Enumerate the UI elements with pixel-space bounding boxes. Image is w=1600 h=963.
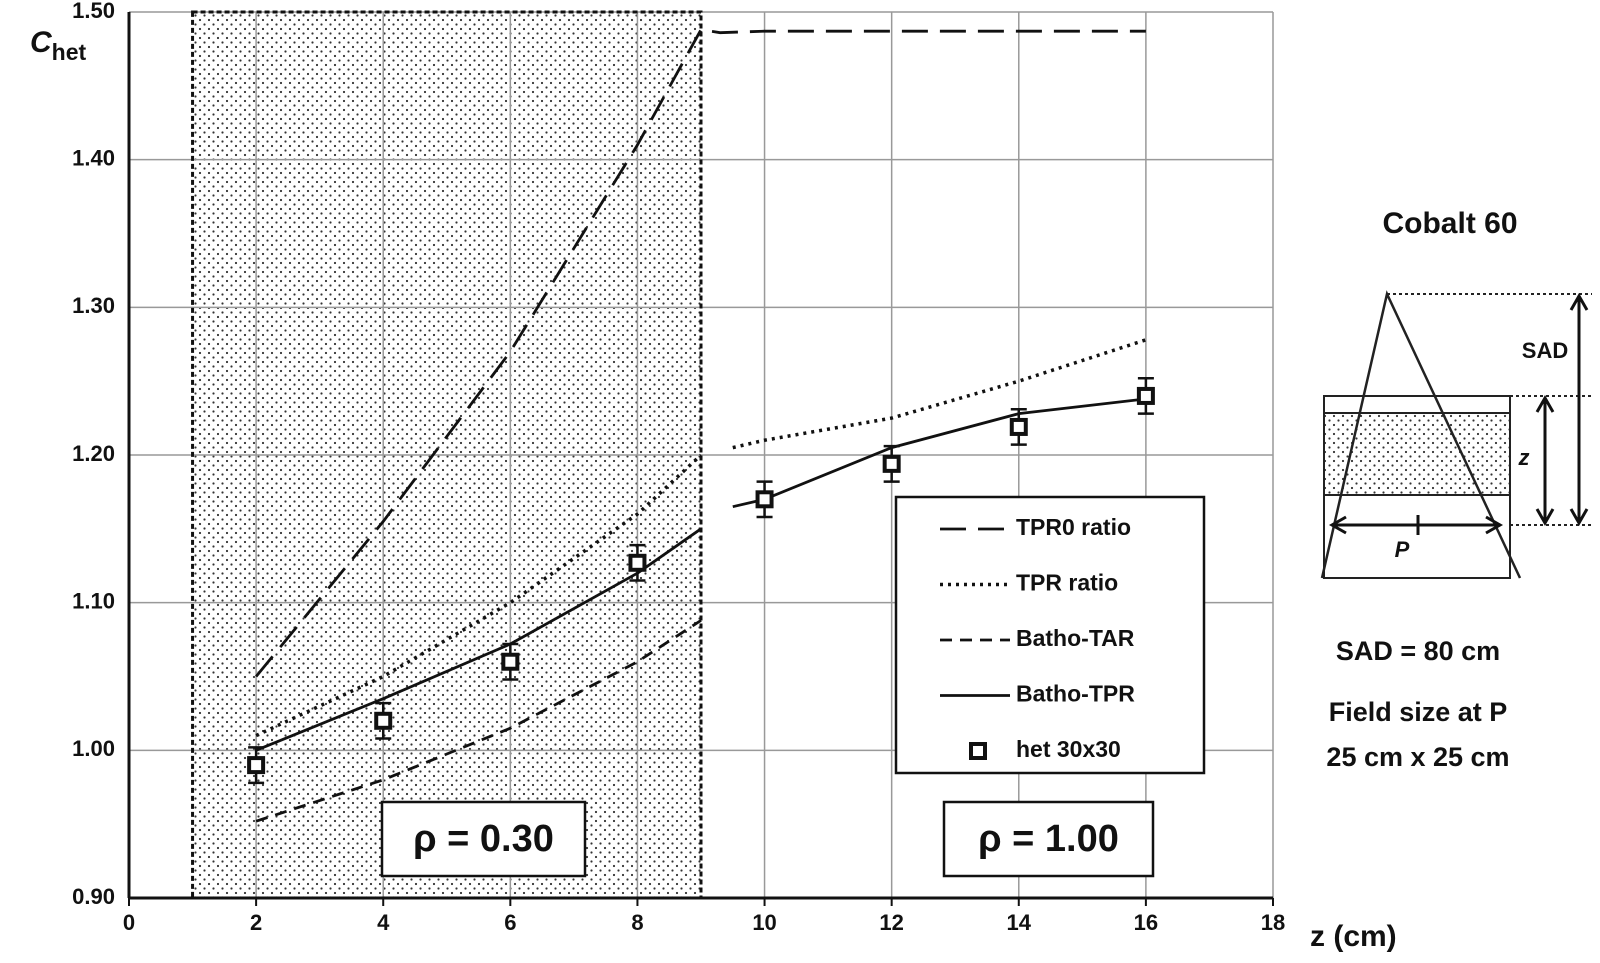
marker [628,553,647,572]
panel-text: 25 cm x 25 cm [1326,742,1509,772]
legend: TPR0 ratio TPR ratio Batho-TAR Batho-TPR het… [894,495,1206,775]
line [255,619,702,823]
marker [969,742,987,760]
diagram-label: z [1518,445,1530,470]
line [255,338,1147,738]
y-tick-label: 1.10 [72,588,115,613]
x-tick-label: 6 [504,910,516,935]
region-label: ρ = 1.00 [978,818,1119,860]
line [255,28,1146,678]
y-tick-label: 0.90 [72,884,115,909]
y-tick-label: 1.00 [72,736,115,761]
x-tick-label: 10 [752,910,776,935]
diagram-arrows [1328,292,1589,535]
x-tick-label: 0 [123,910,135,935]
x-tick-label: 14 [1007,910,1032,935]
diagram-label: SAD [1522,338,1568,363]
plot: ρ = 0.30 ρ = 1.00 [247,28,1155,878]
legend-box [894,495,1206,775]
x-tick-label: 4 [377,910,390,935]
y-axis-label: Chet [30,26,87,65]
diagram-phantom [1323,395,1511,579]
region-label: ρ = 0.30 [413,818,554,860]
y-tick-label: 1.50 [72,0,115,23]
legend-label: TPR0 ratio [1016,514,1131,540]
legend-label: Batho-TAR [1016,625,1135,651]
panel-text: SAD = 80 cm [1336,636,1500,666]
region-label-box [380,800,587,878]
legend-label: TPR ratio [1016,570,1118,596]
marker [755,490,774,509]
marker [1009,417,1028,436]
x-tick-label: 8 [631,910,643,935]
x-tick-label: 12 [879,910,903,935]
marker [501,652,520,671]
legend-label: Batho-TPR [1016,681,1135,707]
panel-title: Cobalt 60 [1382,207,1517,240]
diagram-label: P [1395,537,1410,562]
y-tick-label: 1.30 [72,293,115,318]
y-tick-label: 1.40 [72,145,115,170]
x-tick-label: 16 [1134,910,1158,935]
x-tick-label: 2 [250,910,262,935]
y-tick-label: 1.20 [72,441,115,466]
marker [1136,386,1155,405]
geometry-diagram: Cobalt 60 SAD z P SAD = 80 cm Field size… [1320,207,1592,772]
x-axis-label: z (cm) [1310,920,1397,953]
legend-label: het 30x30 [1016,736,1121,762]
marker [247,756,266,775]
marker [882,454,901,473]
x-tick-label: 18 [1261,910,1285,935]
panel-text: Field size at P [1329,697,1508,727]
marker [374,711,393,730]
grid: 0.90 1.00 1.10 1.20 1.30 1.40 1.50 0 2 4 6 8 10 12 14 1… [72,0,1285,935]
region-label-box [942,800,1155,878]
diagram-slab [1324,413,1510,495]
